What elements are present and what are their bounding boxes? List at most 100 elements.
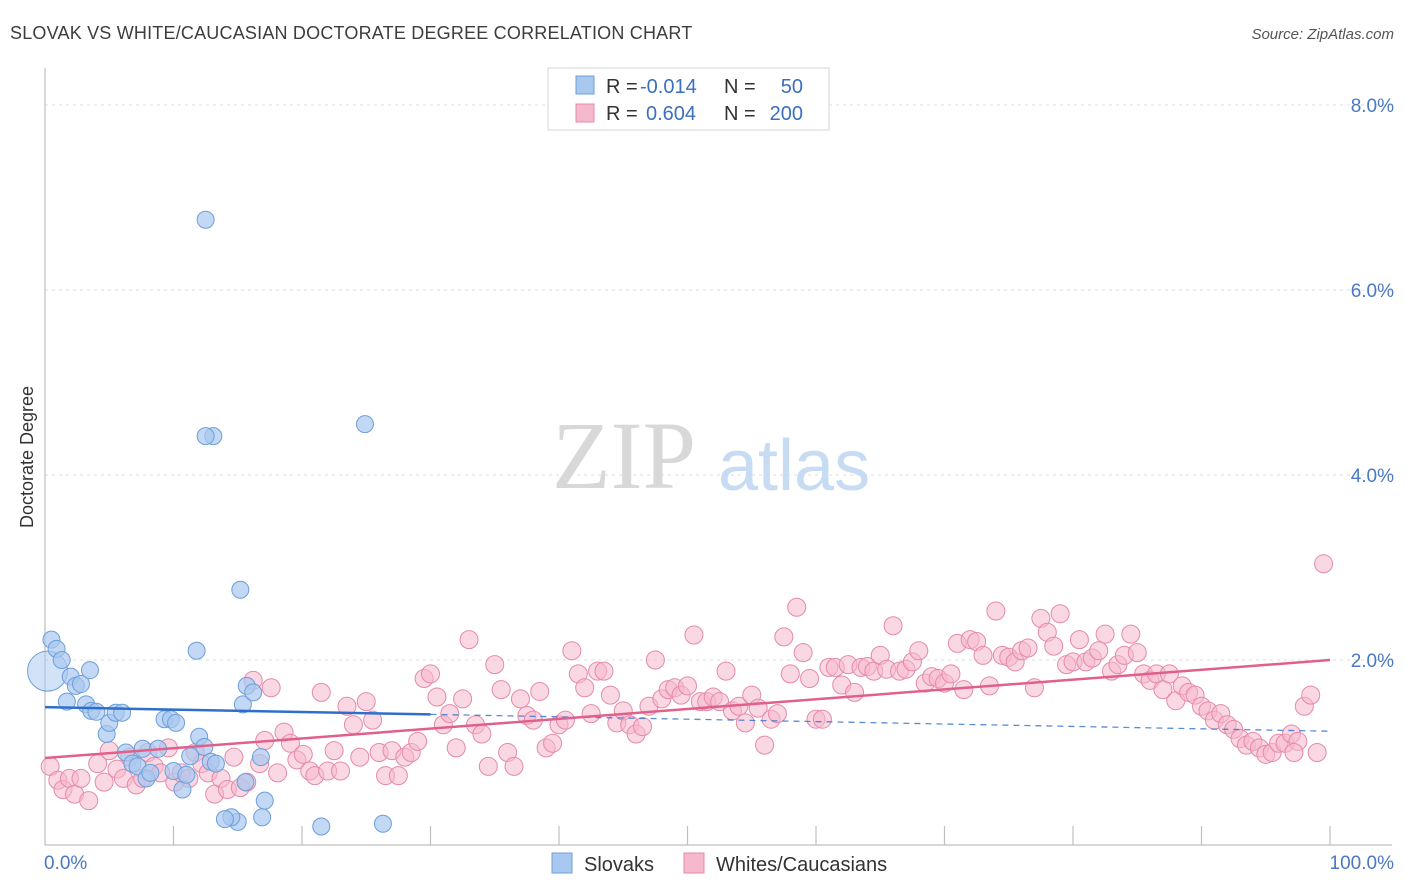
y-axis-tick-labels: 2.0% 4.0% 6.0% 8.0%	[1351, 96, 1394, 672]
legend-r-value-2: 0.604	[646, 103, 696, 125]
point-slovaks	[167, 713, 186, 732]
point-whites-caucasians	[1050, 604, 1070, 624]
point-slovaks	[255, 791, 274, 810]
point-slovaks	[187, 641, 206, 660]
point-whites-caucasians	[1018, 638, 1038, 658]
legend-n-value-2: 200	[770, 103, 803, 125]
point-whites-caucasians	[388, 766, 408, 786]
bottom-legend-swatch-slovaks	[551, 852, 573, 874]
point-slovaks	[80, 661, 99, 680]
point-whites-caucasians	[453, 689, 473, 709]
point-whites-caucasians	[1307, 743, 1327, 762]
point-whites-caucasians	[94, 772, 114, 792]
point-whites-caucasians	[427, 687, 447, 707]
point-whites-caucasians	[716, 661, 736, 681]
point-whites-caucasians	[491, 680, 511, 700]
legend-n-value-1: 50	[781, 76, 803, 98]
point-slovaks	[173, 780, 192, 799]
trend-lines	[44, 658, 1331, 760]
point-whites-caucasians	[1301, 685, 1321, 705]
point-whites-caucasians	[459, 630, 479, 650]
chart-source: Source: ZipAtlas.com	[1251, 26, 1394, 43]
point-whites-caucasians	[337, 696, 357, 716]
point-whites-caucasians	[356, 692, 376, 712]
point-whites-caucasians	[408, 731, 428, 751]
point-whites-caucasians	[1069, 630, 1089, 650]
point-whites-caucasians	[530, 681, 550, 701]
legend-r-label-1: R =	[606, 76, 638, 98]
series-legend: Slovaks Whites/Caucasians	[551, 852, 887, 876]
chart-title: SLOVAK VS WHITE/CAUCASIAN DOCTORATE DEGR…	[10, 23, 692, 43]
point-whites-caucasians	[261, 678, 281, 698]
point-whites-caucasians	[504, 756, 524, 776]
legend-n-label-2: N =	[724, 103, 756, 125]
point-whites-caucasians	[973, 645, 993, 665]
point-whites-caucasians	[787, 597, 807, 617]
point-whites-caucasians	[941, 664, 961, 684]
point-whites-caucasians	[600, 685, 620, 705]
point-slovaks	[196, 427, 215, 446]
trend-line-solid-1	[44, 658, 1331, 760]
point-whites-caucasians	[575, 678, 595, 698]
x-tick-label-left: 0.0%	[44, 853, 87, 874]
x-axis-ticks	[172, 826, 1331, 845]
point-whites-caucasians	[645, 650, 665, 670]
legend-n-label-1: N =	[724, 76, 756, 98]
point-slovaks	[251, 748, 270, 767]
point-whites-caucasians	[1314, 554, 1334, 574]
point-slovaks	[133, 739, 152, 758]
point-whites-caucasians	[331, 761, 351, 781]
point-whites-caucasians	[1044, 636, 1064, 656]
point-whites-caucasians	[99, 741, 119, 761]
y-tick-label: 8.0%	[1351, 96, 1394, 117]
point-whites-caucasians	[909, 641, 929, 661]
point-whites-caucasians	[311, 682, 331, 702]
point-whites-caucasians	[793, 643, 813, 663]
watermark-atlas: atlas	[718, 426, 870, 506]
y-tick-label: 4.0%	[1351, 466, 1394, 487]
legend-r-value-1: -0.014	[640, 76, 697, 98]
point-whites-caucasians	[755, 735, 775, 755]
point-whites-caucasians	[293, 744, 313, 764]
trend-line-dashed-0	[430, 713, 1331, 732]
point-whites-caucasians	[774, 627, 794, 647]
point-whites-caucasians	[812, 709, 832, 729]
gridlines	[45, 104, 1392, 661]
point-whites-caucasians	[883, 616, 903, 636]
point-whites-caucasians	[562, 641, 582, 661]
point-whites-caucasians	[440, 704, 460, 724]
point-whites-caucasians	[1127, 643, 1147, 663]
legend-swatch-whites	[575, 103, 595, 123]
point-slovaks	[244, 683, 263, 702]
point-whites-caucasians	[1284, 743, 1304, 762]
point-whites-caucasians	[350, 747, 370, 767]
point-slovaks	[373, 814, 392, 833]
point-slovaks	[206, 754, 225, 773]
watermark-zip: ZIP	[552, 402, 696, 509]
point-whites-caucasians	[800, 669, 820, 688]
series-slovaks-points	[27, 210, 392, 836]
point-whites-caucasians	[224, 747, 244, 767]
point-slovaks	[253, 808, 272, 827]
point-whites-caucasians	[71, 768, 91, 788]
legend-r-label-2: R =	[606, 103, 638, 125]
point-whites-caucasians	[485, 655, 505, 675]
point-whites-caucasians	[510, 689, 530, 709]
y-tick-label: 6.0%	[1351, 281, 1394, 302]
point-whites-caucasians	[735, 713, 755, 733]
point-whites-caucasians	[268, 763, 288, 783]
point-whites-caucasians	[446, 738, 466, 758]
bottom-legend-label-slovaks: Slovaks	[584, 854, 654, 876]
point-whites-caucasians	[343, 715, 363, 735]
point-slovaks	[57, 692, 76, 711]
point-slovaks	[231, 580, 250, 599]
point-slovaks	[113, 703, 132, 722]
point-whites-caucasians	[633, 717, 653, 737]
legend-swatch-slovaks	[575, 75, 595, 95]
point-slovaks	[236, 773, 255, 792]
correlation-legend: R = -0.014 N = 50 R = 0.604 N = 200	[547, 67, 830, 131]
point-whites-caucasians	[1121, 624, 1141, 644]
point-slovaks	[141, 763, 160, 782]
point-whites-caucasians	[684, 625, 704, 645]
